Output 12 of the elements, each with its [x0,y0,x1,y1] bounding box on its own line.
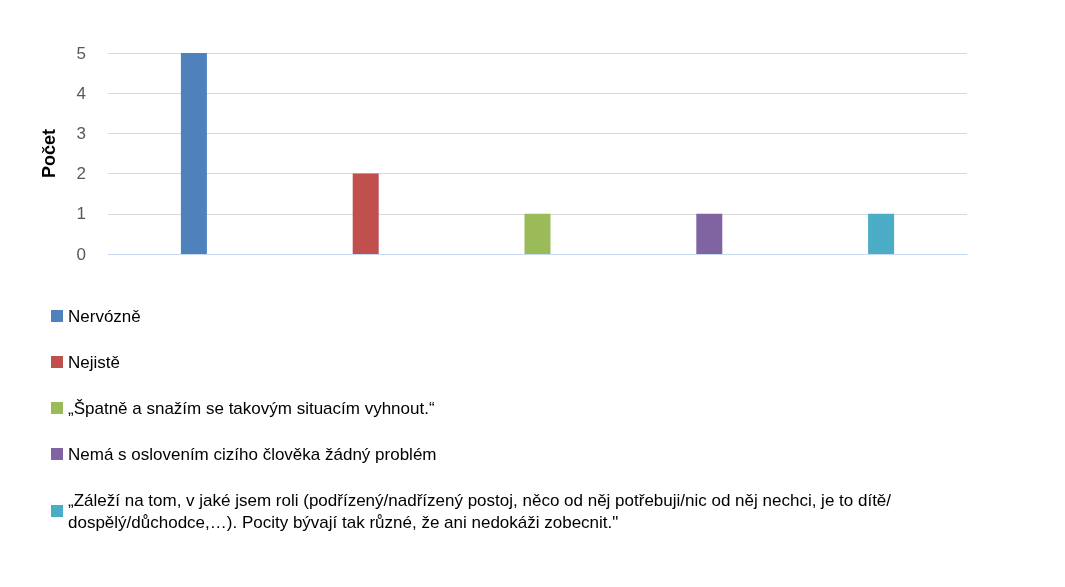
legend-label: Nervózně [68,306,141,326]
legend-label: „Záleží na tom, v jaké jsem roli (podřízený/nadřízený postoj, něco od něj potřebuji/nic od něj nechci, je to dítě/dospělý/důchodce,…). Pocity bývají tak různé, že ani nedokáži zobecnit." [68,490,892,532]
y-tick-label: 2 [76,164,86,184]
y-tick-label: 1 [76,204,86,224]
legend-label: Nejistě [68,352,120,372]
y-tick-label: 0 [76,244,86,264]
y-axis-title: Počet [39,128,59,179]
y-tick-label: 4 [76,83,86,103]
legend-label: „Špatně a snažím se takovým situacím vyhnout.“ [68,398,435,418]
legend-label: Nemá s oslovením cizího člověka žádný problém [68,444,437,464]
y-tick-label: 3 [76,123,86,143]
y-tick-label: 5 [76,43,86,63]
